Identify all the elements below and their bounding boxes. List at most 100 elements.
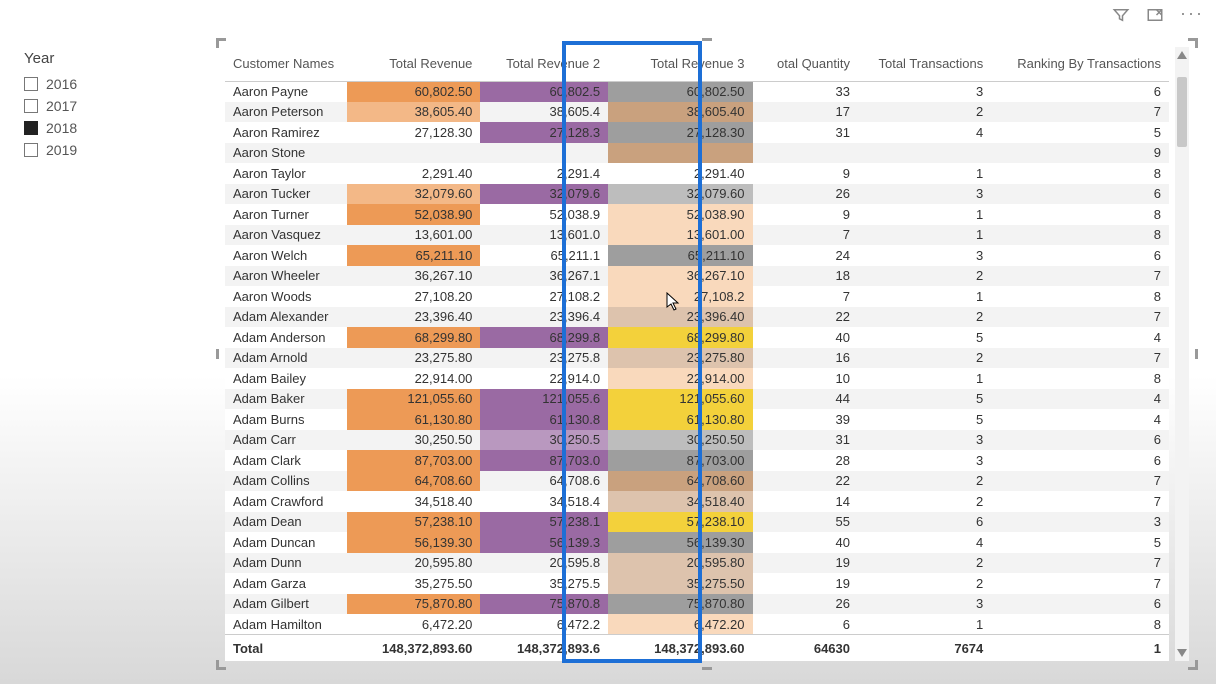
slicer-item-2019[interactable]: 2019 [24,139,174,161]
cell: Aaron Wheeler [225,266,347,287]
table-row[interactable]: Adam Dean57,238.1057,238.157,238.105563 [225,512,1169,533]
table-row[interactable]: Aaron Woods27,108.2027,108.227,108.2718 [225,286,1169,307]
cell: 23,396.40 [608,307,752,328]
table-row[interactable]: Aaron Ramirez27,128.3027,128.327,128.303… [225,122,1169,143]
table-row[interactable]: Adam Burns61,130.8061,130.861,130.803954 [225,409,1169,430]
table-row[interactable]: Adam Carr30,250.5030,250.530,250.503136 [225,430,1169,451]
slicer-item-label: 2016 [46,76,77,92]
slicer-item-2017[interactable]: 2017 [24,95,174,117]
cell: 75,870.8 [480,594,608,615]
cell: Adam Bailey [225,368,347,389]
table-row[interactable]: Aaron Tucker32,079.6032,079.632,079.6026… [225,184,1169,205]
cell: 6 [991,245,1169,266]
filter-icon[interactable] [1112,6,1130,24]
cell: 44 [753,389,859,410]
total-cell: 64630 [753,635,859,662]
table-row[interactable]: Aaron Welch65,211.1065,211.165,211.10243… [225,245,1169,266]
checkbox-icon[interactable] [24,99,38,113]
column-header[interactable]: Total Revenue 3 [608,47,752,81]
cell: 75,870.80 [608,594,752,615]
cell: 9 [753,204,859,225]
cell: 36,267.10 [608,266,752,287]
column-header[interactable]: Total Revenue [347,47,480,81]
table-row[interactable]: Adam Crawford34,518.4034,518.434,518.401… [225,491,1169,512]
resize-handle-tr[interactable] [1188,38,1198,48]
cell: 6 [991,430,1169,451]
resize-handle-t[interactable] [702,38,712,41]
vertical-scrollbar[interactable] [1175,47,1189,661]
cell [753,143,859,164]
cell: 10 [753,368,859,389]
cell: 2 [858,348,991,369]
cell: 31 [753,122,859,143]
table-row[interactable]: Aaron Peterson38,605.4038,605.438,605.40… [225,102,1169,123]
total-cell: 148,372,893.60 [608,635,752,662]
cell: 13,601.00 [608,225,752,246]
column-header[interactable]: Total Revenue 2 [480,47,608,81]
cell: 56,139.30 [608,532,752,553]
cell: 22,914.00 [608,368,752,389]
checkbox-icon[interactable] [24,121,38,135]
cell: Adam Carr [225,430,347,451]
cell: 7 [991,573,1169,594]
cell: 65,211.1 [480,245,608,266]
slicer-item-label: 2018 [46,120,77,136]
resize-handle-l[interactable] [216,349,219,359]
focus-mode-icon[interactable] [1146,6,1164,24]
resize-handle-br[interactable] [1188,660,1198,670]
table-row[interactable]: Aaron Payne60,802.5060,802.560,802.50333… [225,81,1169,102]
table-row[interactable]: Adam Dunn20,595.8020,595.820,595.801927 [225,553,1169,574]
cell: 2 [858,307,991,328]
cell: 13,601.00 [347,225,480,246]
resize-handle-r[interactable] [1195,349,1198,359]
table-row[interactable]: Adam Anderson68,299.8068,299.868,299.804… [225,327,1169,348]
scroll-thumb[interactable] [1177,77,1187,147]
cell: 27,108.2 [608,286,752,307]
cell: 7 [991,471,1169,492]
cell: 32,079.6 [480,184,608,205]
table-row[interactable]: Adam Arnold23,275.8023,275.823,275.80162… [225,348,1169,369]
table-row[interactable]: Adam Collins64,708.6064,708.664,708.6022… [225,471,1169,492]
table-row[interactable]: Adam Baker121,055.60121,055.6121,055.604… [225,389,1169,410]
table-row[interactable]: Aaron Vasquez13,601.0013,601.013,601.007… [225,225,1169,246]
more-options-icon[interactable]: ··· [1180,6,1198,24]
table-row[interactable]: Aaron Taylor2,291.402,291.42,291.40918 [225,163,1169,184]
checkbox-icon[interactable] [24,77,38,91]
column-header[interactable]: Customer Names [225,47,347,81]
cell: 5 [858,389,991,410]
column-header[interactable]: Ranking By Transactions [991,47,1169,81]
table-row[interactable]: Adam Clark87,703.0087,703.087,703.002836 [225,450,1169,471]
column-header[interactable]: otal Quantity [753,47,859,81]
cell: 6 [991,594,1169,615]
table-row[interactable]: Aaron Turner52,038.9052,038.952,038.9091… [225,204,1169,225]
cell [608,143,752,164]
cell: Adam Duncan [225,532,347,553]
cell: 6,472.2 [480,614,608,635]
scroll-up-arrow[interactable] [1177,51,1187,59]
resize-handle-bl[interactable] [216,660,226,670]
cell: Aaron Vasquez [225,225,347,246]
slicer-item-2016[interactable]: 2016 [24,73,174,95]
cell: 4 [858,532,991,553]
cell: 5 [858,327,991,348]
table-row[interactable]: Aaron Wheeler36,267.1036,267.136,267.101… [225,266,1169,287]
table-row[interactable]: Adam Bailey22,914.0022,914.022,914.00101… [225,368,1169,389]
table-row[interactable]: Adam Duncan56,139.3056,139.356,139.30404… [225,532,1169,553]
cell: 3 [858,430,991,451]
cell: 4 [991,409,1169,430]
column-header[interactable]: Total Transactions [858,47,991,81]
table-row[interactable]: Adam Hamilton6,472.206,472.26,472.20618 [225,614,1169,635]
cell: Aaron Ramirez [225,122,347,143]
cell: 7 [991,553,1169,574]
table-row[interactable]: Adam Alexander23,396.4023,396.423,396.40… [225,307,1169,328]
cell: 24 [753,245,859,266]
table-row[interactable]: Aaron Stone9 [225,143,1169,164]
resize-handle-b[interactable] [702,667,712,670]
cell: Aaron Welch [225,245,347,266]
slicer-item-2018[interactable]: 2018 [24,117,174,139]
checkbox-icon[interactable] [24,143,38,157]
cell: 8 [991,204,1169,225]
scroll-down-arrow[interactable] [1177,649,1187,657]
table-row[interactable]: Adam Garza35,275.5035,275.535,275.501927 [225,573,1169,594]
table-row[interactable]: Adam Gilbert75,870.8075,870.875,870.8026… [225,594,1169,615]
